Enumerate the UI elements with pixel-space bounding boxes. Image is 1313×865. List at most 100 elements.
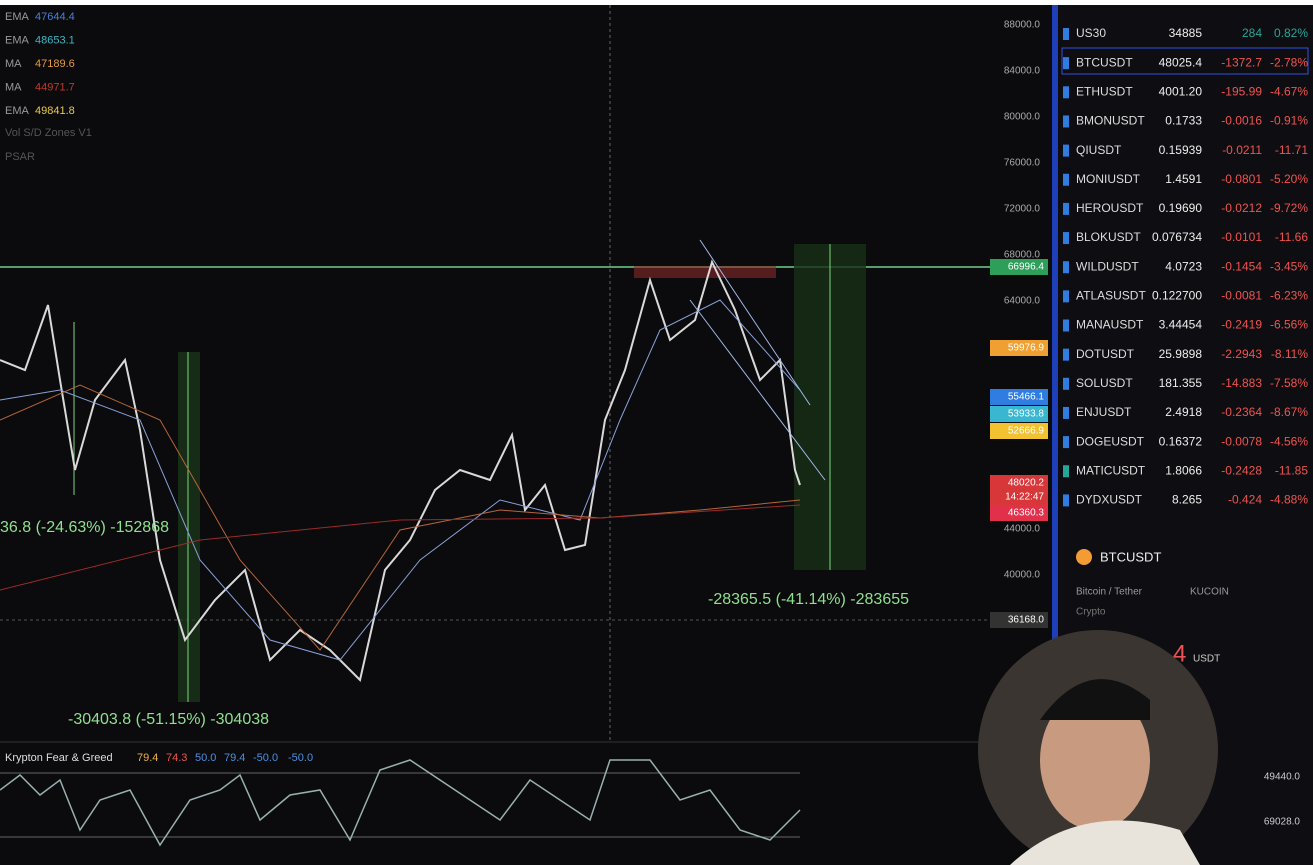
symbol-flag xyxy=(1063,57,1069,70)
change-pct: -4.88% xyxy=(1270,493,1308,507)
symbol-flag xyxy=(1063,202,1069,215)
price-axis-label: 88000.0 xyxy=(1004,20,1041,31)
detail-symbol: BTCUSDT xyxy=(1100,549,1161,564)
last-price: 181.355 xyxy=(1159,376,1203,390)
symbol: ETHUSDT xyxy=(1076,84,1133,98)
change: -2.2943 xyxy=(1221,347,1262,361)
webcam-face xyxy=(1040,690,1150,830)
measure-label: -30403.8 (-51.15%) -304038 xyxy=(68,711,269,728)
symbol: DOGEUSDT xyxy=(1076,434,1145,448)
last-price: 0.076734 xyxy=(1152,230,1202,244)
indicator-name: EMA xyxy=(5,105,30,117)
last-price: 0.15939 xyxy=(1159,143,1203,157)
change-pct: -6.23% xyxy=(1270,289,1308,303)
price-axis-label: 40000.0 xyxy=(1004,570,1041,581)
oscillator-panel xyxy=(0,742,990,865)
change-pct: -11.66 xyxy=(1275,230,1308,244)
change-pct: -2.78% xyxy=(1270,55,1308,69)
change-pct: -8.11% xyxy=(1271,347,1308,361)
price-axis-label: 44000.0 xyxy=(1004,524,1041,535)
measure-label: -28365.5 (-41.14%) -283655 xyxy=(708,591,909,608)
price-tag xyxy=(990,475,1048,491)
oscillator-value: 74.3 xyxy=(166,752,187,764)
last-price: 3.44454 xyxy=(1159,318,1203,332)
symbol: SOLUSDT xyxy=(1076,376,1133,390)
last-price: 25.9898 xyxy=(1159,347,1203,361)
coin-icon xyxy=(1076,549,1092,565)
indicator-value: 44971.7 xyxy=(35,81,75,93)
change-pct: 0.82% xyxy=(1274,26,1308,40)
change-pct: -8.67% xyxy=(1270,405,1308,419)
change-pct: -5.20% xyxy=(1270,172,1308,186)
change: -0.0211 xyxy=(1222,143,1262,157)
ema-line xyxy=(0,299,801,661)
trendline xyxy=(699,239,811,406)
price-axis-label: 72000.0 xyxy=(1004,204,1041,215)
indicator-name: PSAR xyxy=(5,151,35,163)
price-axis-label: 68000.0 xyxy=(1004,250,1041,261)
webcam-cap xyxy=(1040,679,1150,720)
symbol-flag xyxy=(1063,494,1069,507)
detail-exchange: KUCOIN xyxy=(1190,587,1229,598)
oscillator-value: 79.4 xyxy=(137,752,158,764)
price-axis-label: 80000.0 xyxy=(1004,112,1041,123)
symbol: DOTUSDT xyxy=(1076,347,1135,361)
price-tag xyxy=(990,259,1048,275)
price-tag-label: 59976.9 xyxy=(1008,343,1045,354)
change: -0.1454 xyxy=(1221,259,1262,273)
indicator-name: Vol S/D Zones V1 xyxy=(5,127,92,139)
symbol-flag xyxy=(1063,173,1069,186)
price-tag-label: 66996.4 xyxy=(1008,262,1045,273)
selected-row xyxy=(1061,47,1309,75)
price-line xyxy=(0,259,801,682)
last-price: 0.122700 xyxy=(1152,289,1202,303)
price-tag-label: 48020.2 xyxy=(1008,478,1045,489)
webcam-shirt xyxy=(1010,820,1200,865)
price-tag xyxy=(990,505,1048,521)
change-pct: -11.71 xyxy=(1275,143,1308,157)
symbol-flag xyxy=(1063,377,1069,390)
price-tag-label: 53933.8 xyxy=(1008,409,1045,420)
oscillator-value: -50.0 xyxy=(253,752,278,764)
symbol: US30 xyxy=(1076,26,1106,40)
last-price: 4001.20 xyxy=(1159,84,1203,98)
price-axis-label: 64000.0 xyxy=(1004,296,1041,307)
detail-stat: 69028.0 xyxy=(1264,817,1301,828)
change-pct: -11.85 xyxy=(1275,463,1308,477)
change: -0.0801 xyxy=(1221,172,1262,186)
symbol-flag xyxy=(1063,406,1069,419)
indicator-value: 49841.8 xyxy=(35,105,75,117)
change: -0.0101 xyxy=(1221,230,1262,244)
change: -0.0016 xyxy=(1221,114,1262,128)
detail-category: Crypto xyxy=(1076,607,1106,618)
indicator-value: 47644.4 xyxy=(35,11,75,23)
detail-currency: USDT xyxy=(1193,654,1220,665)
price-tag xyxy=(990,489,1048,505)
zone xyxy=(634,266,776,278)
price-tag xyxy=(990,612,1048,628)
indicator-name: EMA xyxy=(5,34,30,46)
ma-line xyxy=(0,384,801,651)
symbol-flag xyxy=(1063,348,1069,361)
ma-line xyxy=(0,504,801,591)
last-price: 48025.4 xyxy=(1159,55,1203,69)
indicator-name: EMA xyxy=(5,11,30,23)
price-axis-label: 84000.0 xyxy=(1004,66,1041,77)
change: -0.0078 xyxy=(1221,434,1262,448)
symbol-flag xyxy=(1063,28,1069,40)
change-pct: -0.91% xyxy=(1270,114,1308,128)
indicator-value: 48653.1 xyxy=(35,34,75,46)
price-tag-label: 52666.9 xyxy=(1008,426,1045,437)
symbol-flag xyxy=(1063,232,1069,245)
measure-box xyxy=(178,352,200,702)
last-price: 4.0723 xyxy=(1165,259,1202,273)
oscillator-name: Krypton Fear & Greed xyxy=(5,752,113,764)
last-price: 0.16372 xyxy=(1159,434,1203,448)
price-tag xyxy=(990,423,1048,439)
oscillator-value: 50.0 xyxy=(195,752,216,764)
symbol: MONIUSDT xyxy=(1076,172,1141,186)
last-price: 8.265 xyxy=(1172,493,1202,507)
symbol: MATICUSDT xyxy=(1076,463,1146,477)
